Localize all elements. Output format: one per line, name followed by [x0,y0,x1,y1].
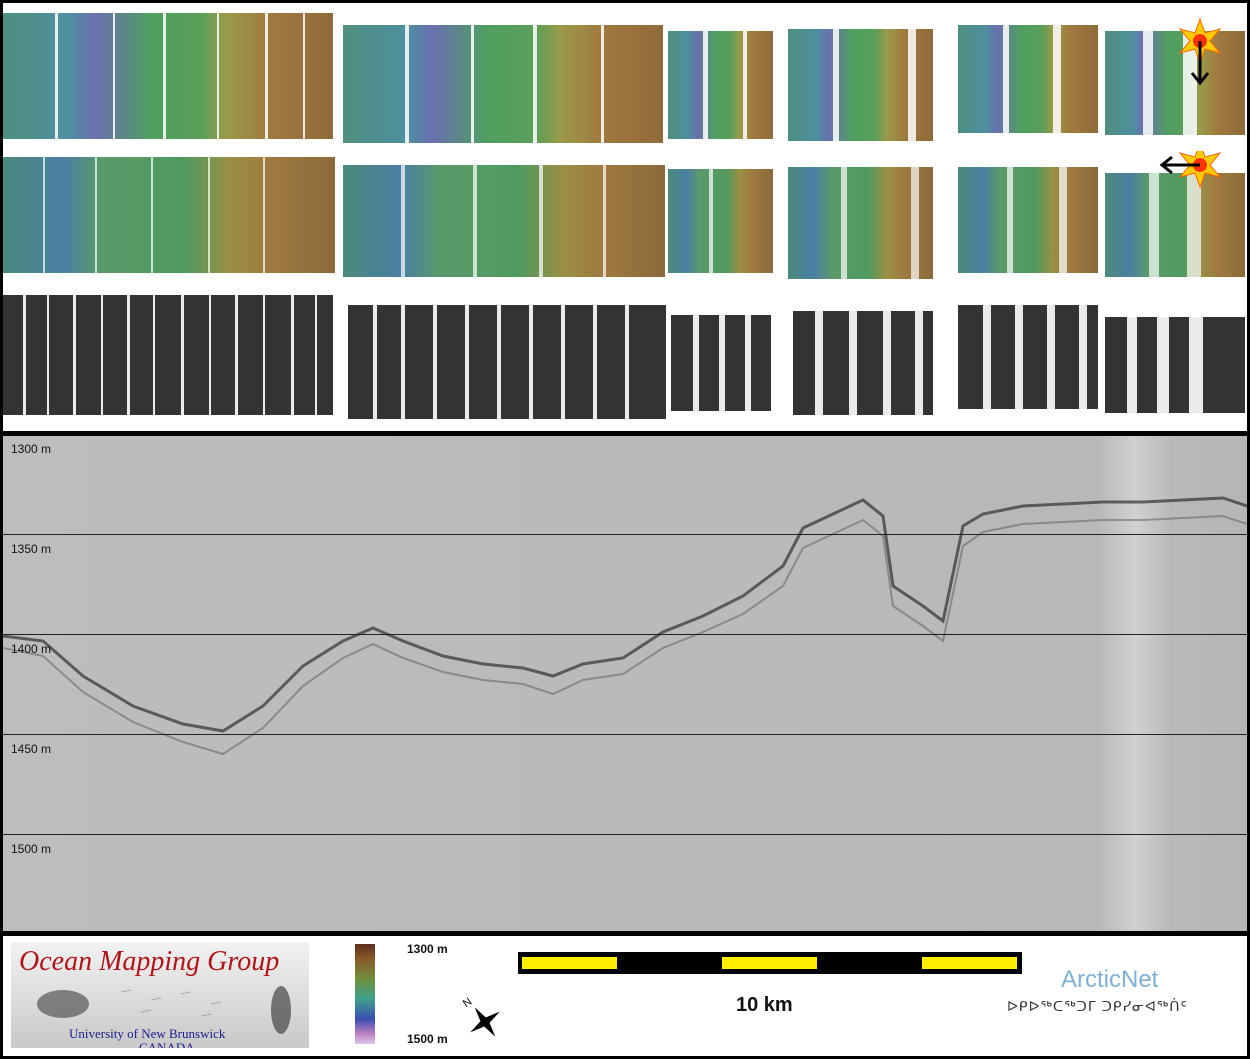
depth-label-1350: 1350 m [11,542,52,556]
depth-gridline [3,734,1247,735]
arcticnet-inuktitut-text: ᐅᑭᐅᖅᑕᖅᑐᒥ ᑐᑭᓯᓂᐊᖅᑏᑦ [1007,998,1188,1014]
colorbar-bottom-label: 1500 m [407,1032,448,1046]
logo-university: University of New Brunswick [69,1026,226,1041]
shaded-relief-strip-north [3,11,1245,143]
legend-footer: Ocean Mapping Group University of New Br… [3,936,1247,1056]
shaded-relief-strip-west [3,151,1245,283]
profile-seafloor-trace [3,436,1247,931]
backscatter-strip [3,291,1245,423]
depth-label-1500: 1500 m [11,842,52,856]
depth-label-1400: 1400 m [11,642,52,656]
seafloor-logo-art [37,986,291,1034]
depth-gridline [3,834,1247,835]
subbottom-profile-panel: 1300 m 1350 m 1400 m 1450 m 1500 m [3,436,1247,931]
depth-label-1300: 1300 m [11,442,52,456]
scale-bar [518,952,1022,974]
scale-segment [722,957,817,969]
scale-segment [522,957,617,969]
sun-icon [1159,151,1222,189]
logo-country: CANADA [139,1040,195,1048]
scale-segment [922,957,1017,969]
colorbar-top-label: 1300 m [407,942,448,956]
depth-label-1450: 1450 m [11,742,52,756]
sun-icon [1178,17,1222,86]
north-arrow-icon: N [461,996,500,1037]
ocean-mapping-group-logo: Ocean Mapping Group University of New Br… [11,942,309,1048]
arcticnet-logo: ArcticNet [1061,966,1159,993]
svg-text:N: N [461,996,474,1010]
scale-label: 10 km [736,994,793,1016]
depth-colorbar [355,944,375,1044]
multibeam-strips-panel [3,3,1247,431]
depth-gridline [3,634,1247,635]
depth-gridline [3,534,1247,535]
logo-title: Ocean Mapping Group [19,946,280,977]
